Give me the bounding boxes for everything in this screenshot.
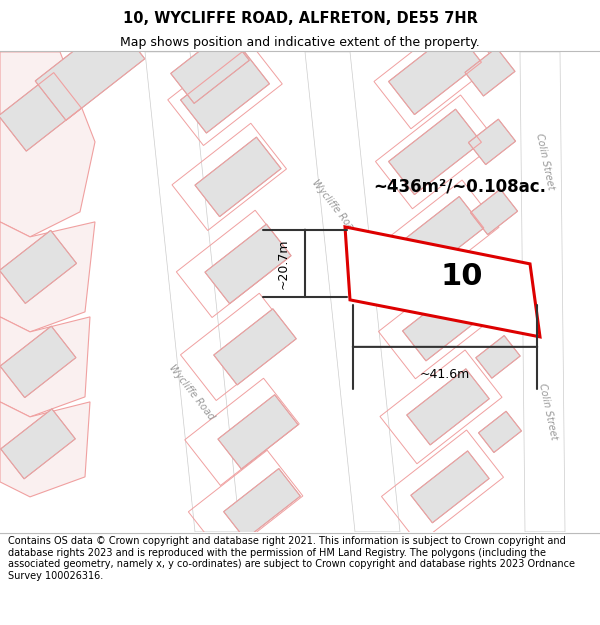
- Polygon shape: [0, 231, 77, 303]
- Polygon shape: [474, 261, 518, 303]
- Text: Contains OS data © Crown copyright and database right 2021. This information is : Contains OS data © Crown copyright and d…: [8, 536, 575, 581]
- Polygon shape: [476, 336, 520, 378]
- Polygon shape: [411, 451, 489, 523]
- Polygon shape: [465, 48, 515, 96]
- Polygon shape: [205, 224, 291, 304]
- Polygon shape: [407, 369, 489, 445]
- Polygon shape: [479, 411, 521, 452]
- Polygon shape: [0, 317, 90, 417]
- Text: Colin Street: Colin Street: [534, 132, 556, 191]
- Polygon shape: [520, 52, 565, 532]
- Text: ~20.7m: ~20.7m: [277, 238, 290, 289]
- Polygon shape: [35, 19, 145, 121]
- Polygon shape: [218, 395, 298, 469]
- Polygon shape: [389, 29, 481, 114]
- Polygon shape: [470, 189, 518, 234]
- Polygon shape: [305, 52, 400, 532]
- Polygon shape: [345, 227, 540, 337]
- Polygon shape: [171, 31, 249, 103]
- Polygon shape: [224, 469, 301, 539]
- Text: Colin Street: Colin Street: [537, 382, 559, 441]
- Polygon shape: [0, 326, 76, 398]
- Polygon shape: [0, 222, 95, 332]
- Text: Map shows position and indicative extent of the property.: Map shows position and indicative extent…: [120, 36, 480, 49]
- Text: ~41.6m: ~41.6m: [420, 368, 470, 381]
- Text: 10: 10: [440, 262, 482, 291]
- Text: ~436m²/~0.108ac.: ~436m²/~0.108ac.: [373, 178, 547, 196]
- Polygon shape: [1, 409, 76, 479]
- Polygon shape: [0, 52, 95, 237]
- Polygon shape: [396, 196, 484, 278]
- Polygon shape: [469, 119, 515, 164]
- Polygon shape: [181, 51, 269, 133]
- Polygon shape: [145, 52, 240, 532]
- Polygon shape: [214, 309, 296, 385]
- Polygon shape: [389, 109, 481, 194]
- Polygon shape: [0, 72, 82, 151]
- Text: Wycliffe Road: Wycliffe Road: [167, 362, 217, 421]
- Text: Wycliffe Road: Wycliffe Road: [310, 177, 359, 236]
- Text: 10, WYCLIFFE ROAD, ALFRETON, DE55 7HR: 10, WYCLIFFE ROAD, ALFRETON, DE55 7HR: [122, 11, 478, 26]
- Polygon shape: [0, 402, 90, 497]
- Polygon shape: [195, 137, 281, 217]
- Polygon shape: [403, 283, 487, 361]
